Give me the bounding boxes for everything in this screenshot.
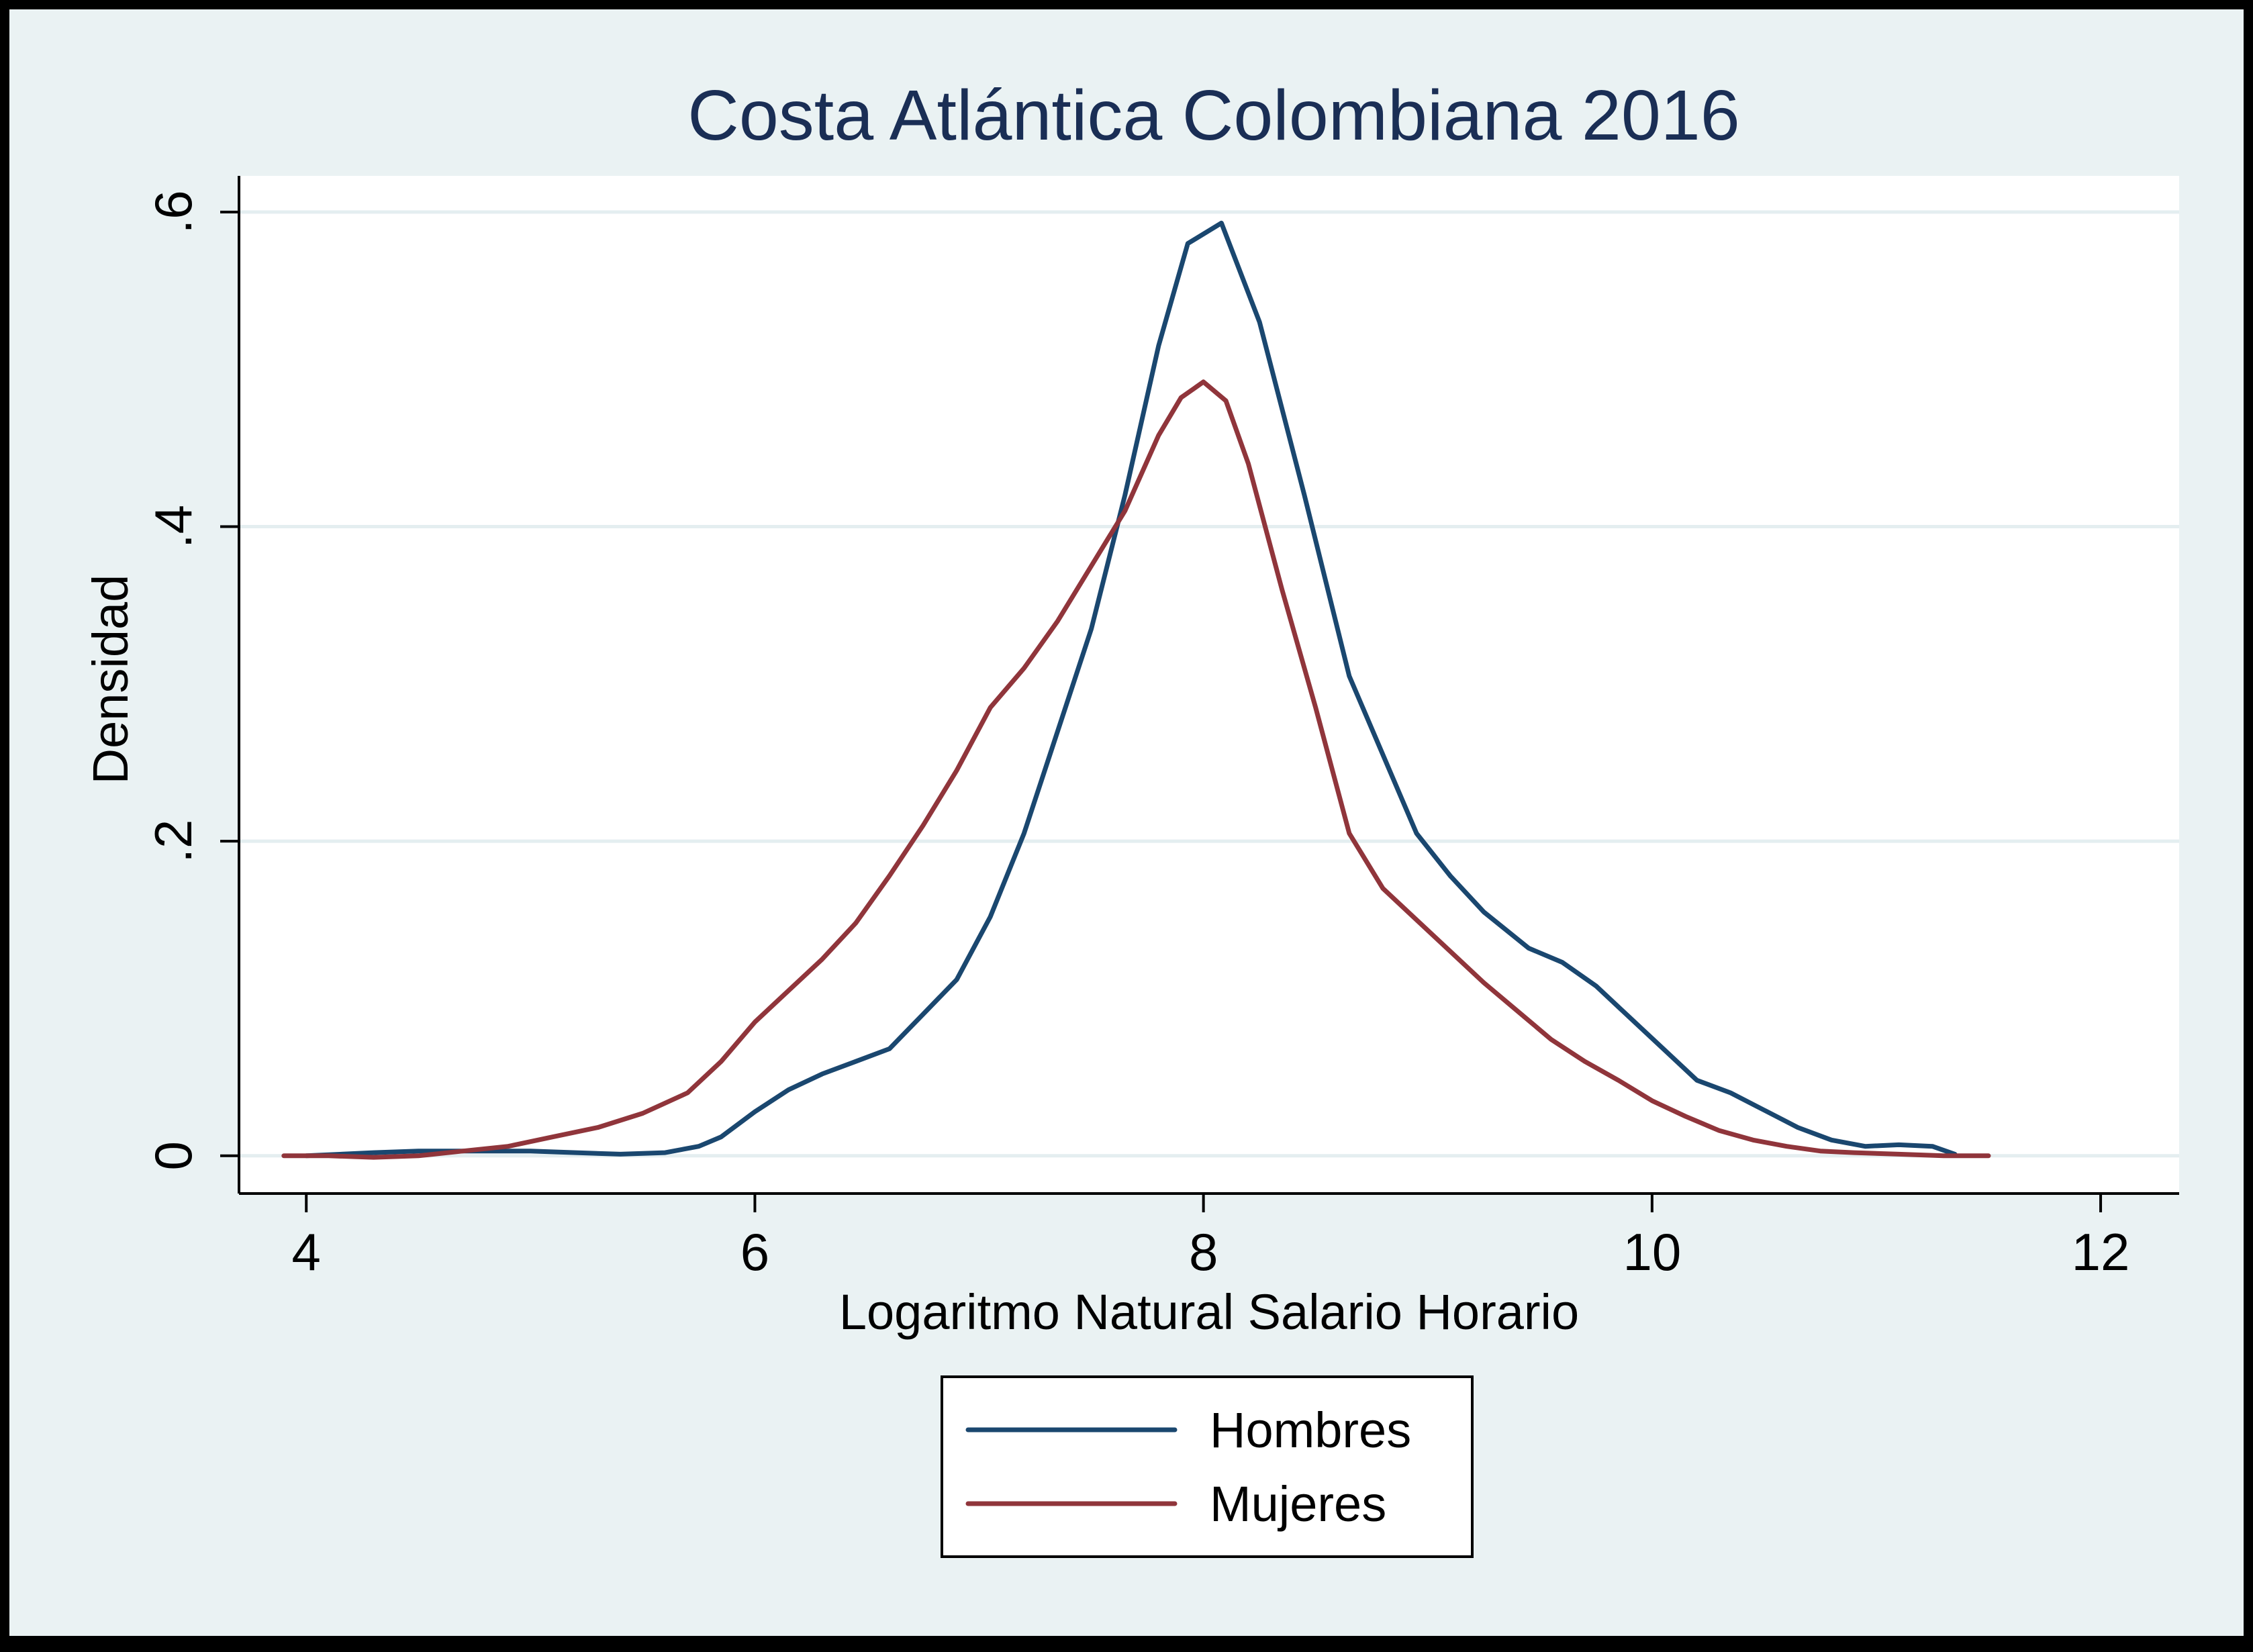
legend-label-hombres: Hombres	[1210, 1402, 1411, 1458]
y-tick-label-3: .6	[144, 190, 203, 234]
plot-area	[239, 176, 2179, 1194]
chart-title: Costa Atlántica Colombiana 2016	[687, 76, 1739, 155]
y-axis-label: Densidad	[83, 575, 138, 785]
y-tick-label-1: .2	[144, 820, 203, 863]
x-axis-ticks: 4 6 8 10 12	[292, 1194, 2130, 1281]
y-tick-label-2: .4	[144, 505, 203, 548]
legend-label-mujeres: Mujeres	[1210, 1476, 1386, 1532]
grid-lines	[239, 210, 2179, 1158]
x-tick-label-1: 6	[740, 1222, 769, 1281]
legend-box	[941, 1375, 1474, 1558]
x-tick-label-0: 4	[292, 1222, 321, 1281]
x-tick-label-2: 8	[1189, 1222, 1218, 1281]
series-line-hombres	[303, 220, 1958, 1159]
legend: Hombres Mujeres	[941, 1375, 1474, 1558]
x-tick-label-3: 10	[1623, 1222, 1681, 1281]
series-lines	[281, 220, 1991, 1160]
x-tick-label-4: 12	[2072, 1222, 2130, 1281]
y-axis-ticks: 0 .2 .4 .6	[144, 190, 239, 1170]
series-line-mujeres	[281, 379, 1991, 1160]
y-tick-label-0: 0	[144, 1141, 203, 1170]
x-axis-label: Logaritmo Natural Salario Horario	[839, 1284, 1579, 1340]
